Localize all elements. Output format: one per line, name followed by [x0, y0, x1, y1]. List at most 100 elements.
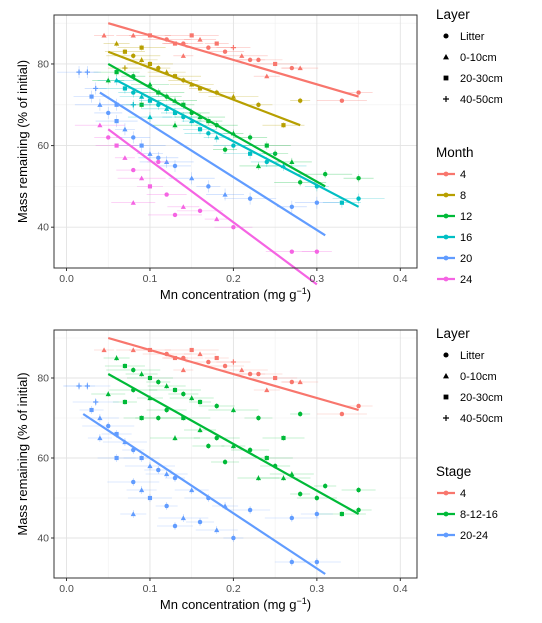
- legend-key-square: [443, 75, 449, 81]
- legend-stage: Stage 4 8-12-16 20-24: [436, 464, 498, 542]
- data-point: [289, 379, 295, 385]
- legend-key-square: [443, 394, 449, 400]
- data-point: [231, 224, 236, 230]
- series-20-24: [63, 382, 341, 566]
- x-axis-label: Mn concentration (mg g−1): [160, 286, 311, 302]
- legend-key-point: [443, 171, 449, 177]
- data-point: [197, 519, 203, 525]
- data-point: [114, 143, 119, 148]
- legend-title-month: Month: [436, 145, 474, 160]
- data-point: [289, 204, 295, 210]
- data-point: [230, 359, 237, 365]
- y-tick-label: 40: [37, 222, 49, 234]
- x-axis-label-end: ): [307, 287, 311, 302]
- legend-item-label: 0-10cm: [460, 371, 497, 383]
- y-tick-label: 60: [37, 140, 49, 152]
- data-point: [181, 391, 186, 397]
- data-point: [314, 200, 320, 205]
- data-point: [339, 200, 344, 205]
- data-point: [339, 411, 345, 417]
- data-point: [76, 69, 82, 75]
- data-point: [189, 395, 195, 401]
- data-point: [264, 159, 270, 165]
- data-point: [164, 192, 169, 197]
- data-point: [281, 123, 286, 128]
- data-point: [297, 491, 303, 497]
- series-20: [57, 66, 339, 213]
- legend-key-point: [443, 213, 449, 219]
- data-point: [101, 32, 107, 38]
- data-point: [139, 175, 145, 181]
- data-point: [172, 163, 178, 169]
- data-point: [97, 415, 103, 421]
- data-point: [197, 86, 203, 91]
- data-point: [139, 57, 145, 62]
- data-point: [172, 523, 178, 529]
- legend-key-point: [443, 192, 449, 198]
- data-point: [106, 135, 111, 140]
- data-point: [105, 77, 111, 83]
- data-point: [139, 143, 144, 148]
- legend-title-layer: Layer: [436, 7, 470, 22]
- fit-line-8: [107, 50, 301, 127]
- data-point: [122, 49, 128, 54]
- x-tick-label: 0.0: [59, 273, 74, 285]
- data-point: [222, 459, 228, 465]
- data-point: [130, 200, 136, 205]
- x-tick-label: 0.1: [143, 273, 158, 285]
- data-point: [322, 483, 328, 489]
- data-point: [130, 347, 136, 353]
- legend-key-circle: [443, 33, 449, 39]
- data-point: [297, 379, 303, 385]
- data-point: [264, 387, 270, 393]
- data-point: [147, 495, 153, 501]
- legend-item-label: 8: [460, 190, 466, 202]
- data-point: [214, 216, 220, 222]
- data-point: [181, 415, 186, 421]
- data-point: [356, 507, 361, 513]
- data-point: [214, 134, 220, 140]
- chart-panel-1: 0.0 0.1 0.2 0.3 0.4 40 60 80 Mn concentration (m…: [15, 7, 503, 302]
- data-point: [131, 479, 136, 485]
- data-point: [206, 443, 211, 449]
- data-point: [206, 184, 211, 189]
- legend-item-label: 12: [460, 211, 472, 223]
- data-point: [189, 175, 195, 181]
- data-point: [264, 455, 269, 461]
- data-point: [231, 535, 236, 541]
- data-point: [280, 475, 287, 481]
- fit-line-4: [107, 22, 359, 98]
- data-point: [314, 559, 320, 565]
- plot-area: [54, 330, 417, 578]
- data-point: [247, 507, 253, 513]
- series-8-12-16: [91, 355, 376, 517]
- data-point: [214, 403, 219, 409]
- data-point: [230, 94, 237, 99]
- legend-key-point: [443, 511, 449, 517]
- x-tick-label: 0.4: [393, 583, 408, 595]
- data-point: [230, 45, 237, 51]
- data-point: [164, 407, 169, 413]
- x-axis-label: Mn concentration (mg g−1): [160, 596, 311, 612]
- legend-key-plus: [443, 415, 449, 421]
- data-point: [114, 102, 119, 107]
- data-point: [122, 155, 128, 160]
- legend-layer: Layer Litter 0-10cm 20-30cm 40-50cm: [436, 326, 503, 425]
- legend-title-stage: Stage: [436, 464, 471, 479]
- data-point: [356, 90, 361, 95]
- y-tick-label: 80: [37, 58, 49, 70]
- data-point: [214, 41, 219, 46]
- data-point: [105, 391, 111, 397]
- series-24: [74, 122, 332, 254]
- legend-item-label: 20-24: [460, 530, 488, 542]
- data-point: [84, 383, 90, 389]
- data-point: [206, 45, 211, 50]
- legend-item-label: 40-50cm: [460, 413, 503, 425]
- data-point: [206, 131, 211, 136]
- x-tick-label: 0.0: [59, 583, 74, 595]
- data-point: [214, 527, 220, 533]
- data-point: [314, 495, 320, 501]
- data-point: [164, 503, 169, 509]
- legend-item-label: 20-30cm: [460, 73, 503, 85]
